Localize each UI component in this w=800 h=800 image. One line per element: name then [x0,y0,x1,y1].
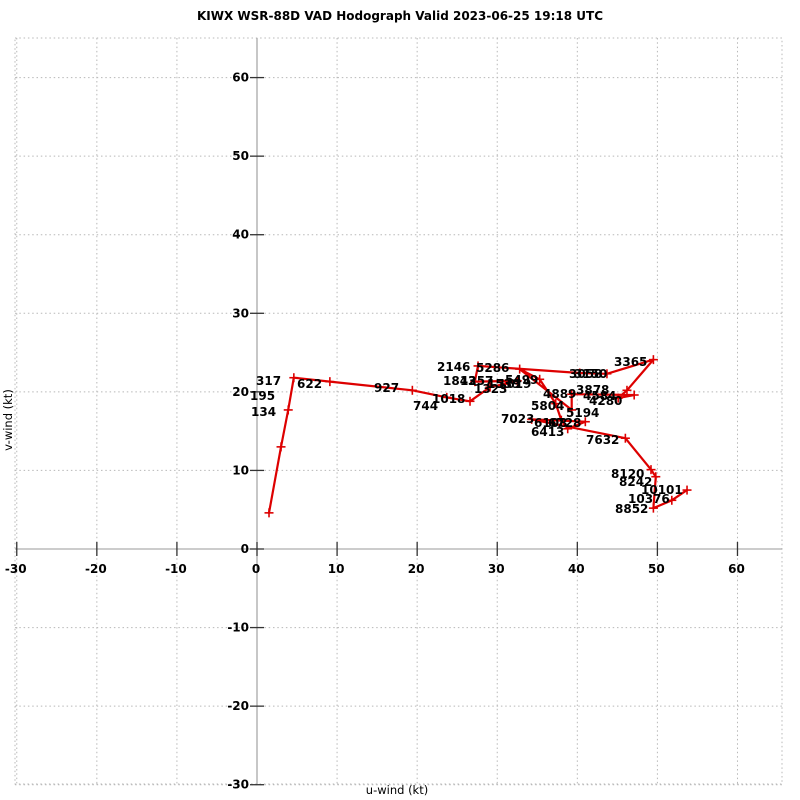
height-label: 4584 [583,389,616,403]
y-tick-label: -30 [227,778,249,792]
height-label: 3058 [569,367,602,381]
height-label: 1018 [432,392,465,406]
hodograph-line [267,358,689,515]
height-label: 5194 [566,406,599,420]
y-tick-label: 40 [232,228,249,242]
height-label: 4280 [589,394,622,408]
x-tick-label: 40 [568,562,585,576]
height-label: 7632 [586,433,619,447]
height-label: 622 [297,377,322,391]
height-label: 2146 [437,360,470,374]
wind-point-markers [264,355,692,518]
x-tick-label: 30 [488,562,505,576]
height-label: 5286 [476,361,509,375]
height-label: 7023 [501,412,534,426]
height-label: 1843 [443,374,476,388]
chart-title: KIWX WSR-88D VAD Hodograph Valid 2023-06… [196,9,604,23]
height-label: 1323 [474,382,507,396]
y-axis-label: v-wind (kt) [1,389,15,451]
y-tick-label: -20 [227,699,249,713]
height-label: 5499 [505,373,538,387]
y-tick-label: 20 [232,385,249,399]
y-tick-label: 10 [232,463,249,477]
x-tick-label: 50 [648,562,665,576]
height-label: 5804 [531,399,564,413]
height-label: 195 [250,389,275,403]
gridlines [15,38,782,786]
height-label: 3878 [576,383,609,397]
height-label: 10376 [628,492,670,506]
x-tick-label: 10 [328,562,345,576]
x-axis-label: u-wind (kt) [365,783,429,797]
height-label: 744 [413,399,438,413]
x-tick-label: 20 [408,562,425,576]
zero-axes [15,38,782,784]
height-label: 8242 [619,475,652,489]
height-label: 1257 [460,374,493,388]
x-tick-label: -20 [85,562,107,576]
height-label: 927 [374,381,399,395]
height-label: 10101 [641,483,683,497]
tick-labels: -30 -20 -10 0 10 20 30 40 50 60 60 50 40 30 20 10 0 -10 -2… [5,71,745,792]
height-label: 6108 [534,416,567,430]
x-tick-label: -10 [165,562,187,576]
y-tick-label: -10 [227,621,249,635]
height-label: 3365 [614,355,647,369]
height-label: 1539 [487,377,520,391]
x-tick-label: 0 [252,562,260,576]
height-label: 6728 [548,416,581,430]
height-label: 134 [251,405,276,419]
height-label: 8120 [611,467,644,481]
height-label: 317 [256,374,281,388]
y-tick-label: 60 [232,71,249,85]
axis-ticks [16,76,739,786]
x-tick-label: 60 [728,562,745,576]
plot-border [14,37,783,785]
height-label: 6413 [531,425,564,439]
y-tick-label: 0 [241,542,249,556]
x-tick-label: -30 [5,562,27,576]
y-tick-label: 30 [232,306,249,320]
y-tick-label: 50 [232,149,249,163]
height-label: 8852 [615,502,648,516]
height-label: 4889 [543,387,576,401]
height-label: 3150 [574,367,607,381]
height-label: 1619 [498,377,531,391]
